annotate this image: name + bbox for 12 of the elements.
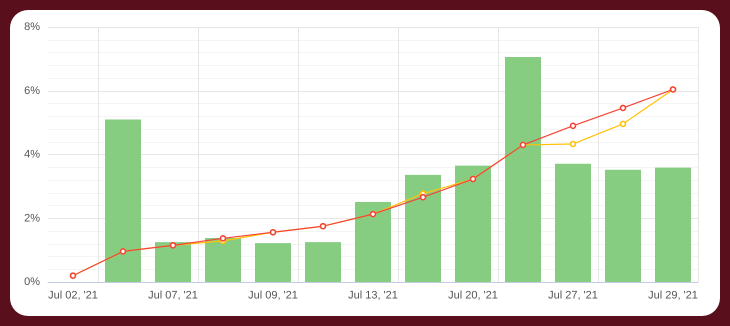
x-tick-label: Jul 07, '21 <box>148 290 198 302</box>
y-tick-label: 2% <box>24 212 40 224</box>
x-tick-label: Jul 20, '21 <box>448 290 498 302</box>
x-tick-label: Jul 27, '21 <box>548 290 598 302</box>
y-tick-label: 0% <box>24 276 40 288</box>
y-tick-label: 6% <box>24 84 40 97</box>
x-tick-label: Jul 29, '21 <box>648 290 698 302</box>
x-tick-label: Jul 02, '21 <box>48 290 98 302</box>
y-tick-label: 8% <box>24 21 40 33</box>
x-tick-label: Jul 13, '21 <box>348 290 398 302</box>
x-tick-label: Jul 09, '21 <box>248 290 298 302</box>
y-tick-label: 4% <box>24 148 40 160</box>
